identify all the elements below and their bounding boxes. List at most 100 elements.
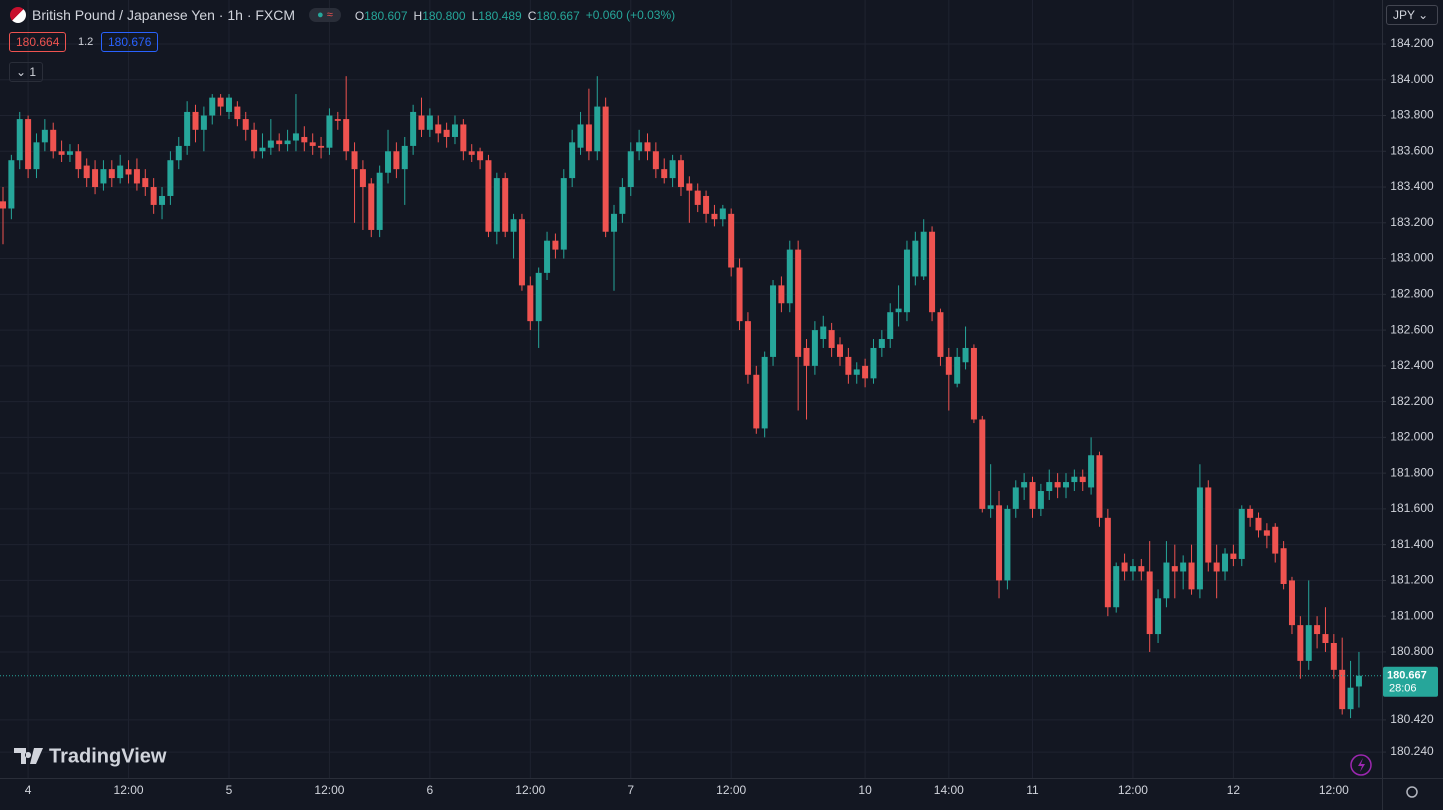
candle-body	[694, 190, 701, 205]
candle-body	[945, 356, 952, 375]
settings-icon[interactable]	[1406, 786, 1418, 798]
x-tick-label: 12:00	[114, 783, 144, 797]
candle-body	[217, 97, 224, 107]
alert-icon-bolt	[1358, 758, 1365, 772]
candle-body	[376, 172, 383, 230]
candle-body	[929, 231, 936, 313]
candle-body	[970, 347, 977, 420]
candle-body	[895, 308, 902, 313]
candle-body	[560, 178, 567, 250]
candle-body	[711, 213, 718, 220]
candle-body	[1305, 625, 1312, 661]
ohlc-key: C	[527, 9, 537, 23]
candle-body	[837, 344, 843, 357]
candle-body	[903, 249, 910, 313]
candle-body	[276, 140, 283, 145]
y-tick-label: 180.800	[1390, 644, 1434, 658]
candle-body	[1138, 566, 1145, 572]
candle-body	[1222, 553, 1229, 572]
candle-body	[820, 326, 827, 340]
candle-body	[108, 169, 115, 179]
candle-body	[677, 160, 684, 188]
candle-body	[552, 240, 559, 250]
candle-body	[1322, 634, 1329, 643]
ohlc-key: L	[471, 9, 479, 23]
candle-body	[1121, 562, 1128, 572]
candle-body	[937, 312, 944, 357]
candle-body	[259, 147, 266, 152]
candle-body	[83, 165, 90, 179]
ohlc-key: O	[354, 9, 365, 23]
y-tick-label: 181.600	[1390, 501, 1434, 515]
candle-body	[1213, 562, 1220, 572]
candle-body	[41, 129, 48, 143]
candle-body	[435, 124, 442, 134]
ohlc-item: H180.800	[414, 7, 466, 23]
candle-body	[1255, 517, 1262, 531]
candle-body	[451, 124, 458, 137]
symbol[interactable]: British Pound / Japanese Yen · 1h · FXCM	[32, 7, 296, 23]
ohlc-item: O180.607	[355, 7, 408, 23]
candle-body	[770, 285, 777, 357]
tradingview-logo: TradingView	[14, 745, 167, 767]
x-tick-label: 12	[1227, 783, 1241, 797]
candle-body	[585, 124, 592, 152]
candle-body	[385, 151, 392, 173]
countdown: 28:06	[1389, 683, 1417, 695]
candle-body	[811, 330, 818, 366]
candle-body	[318, 145, 325, 148]
candle-body	[1096, 455, 1103, 518]
candle-body	[795, 249, 802, 357]
candle-body	[92, 169, 99, 188]
candle-body	[443, 129, 450, 137]
candle-body	[0, 201, 6, 209]
x-tick-label: 12:00	[716, 783, 746, 797]
y-tick-label: 182.600	[1390, 322, 1434, 336]
indicators-toggle[interactable]: ⌄ 1	[9, 62, 44, 82]
alert-icon[interactable]	[1350, 754, 1372, 776]
ohlc-item: L180.489	[472, 7, 522, 23]
ohlc-key: H	[413, 9, 423, 23]
candle-body	[1021, 482, 1028, 488]
candle-body	[1088, 455, 1095, 488]
candle-body	[58, 151, 65, 155]
candle-body	[326, 115, 333, 148]
ohlc-value: 180.489	[478, 9, 522, 23]
ohlc-value: 180.667	[536, 9, 580, 23]
candle-body	[887, 312, 894, 340]
candle-body	[518, 219, 525, 286]
candle-body	[527, 285, 534, 322]
candle-body	[1104, 517, 1111, 608]
market-status[interactable]: ● ≈	[309, 8, 341, 22]
y-tick-label: 181.200	[1390, 573, 1434, 587]
candle-body	[627, 151, 634, 188]
candle-body	[644, 142, 651, 152]
x-tick-label: 12:00	[515, 783, 545, 797]
change: +0.060 (+0.03%)	[585, 8, 676, 22]
candle-body	[1079, 476, 1086, 483]
candle-body	[1004, 508, 1011, 581]
y-tick-label: 180.420	[1390, 712, 1434, 726]
buy-price[interactable]: 180.676	[101, 32, 159, 52]
candle-body	[401, 145, 408, 170]
sell-price[interactable]: 180.664	[9, 32, 67, 52]
candle-body	[125, 169, 132, 175]
candle-body	[25, 119, 32, 170]
currency-select[interactable]: JPY ⌄	[1386, 5, 1438, 25]
candle-body	[343, 119, 350, 152]
candle-body	[477, 151, 484, 161]
candle-body	[1054, 482, 1061, 488]
y-tick-label: 181.400	[1390, 537, 1434, 551]
candle-body	[1155, 598, 1162, 635]
x-tick-label: 11	[1026, 783, 1039, 797]
candle-body	[1163, 562, 1170, 599]
candle-body	[535, 272, 542, 322]
candle-body	[652, 151, 659, 170]
candle-body	[669, 160, 676, 179]
candle-body	[234, 106, 241, 120]
candle-body	[100, 169, 107, 184]
candle-body	[242, 119, 249, 130]
candle-body	[368, 183, 375, 230]
brand: TradingView	[49, 745, 167, 767]
